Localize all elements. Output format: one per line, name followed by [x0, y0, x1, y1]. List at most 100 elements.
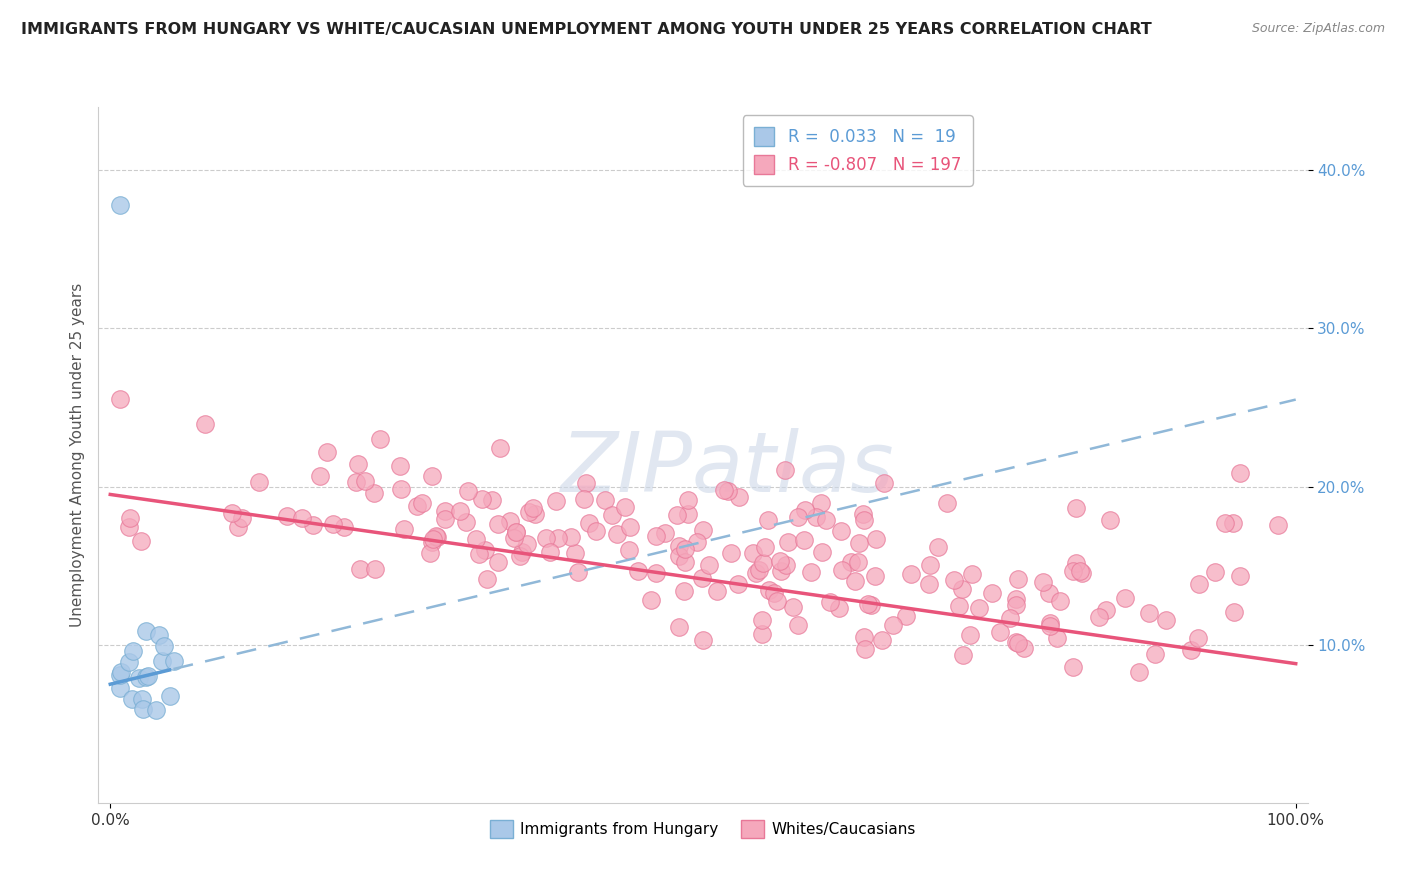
Point	[433, 504, 456, 518]
Point	[135, 670, 157, 684]
Point	[776, 535, 799, 549]
Point	[1095, 603, 1118, 617]
Point	[828, 601, 851, 615]
Point	[118, 511, 141, 525]
Text: Source: ZipAtlas.com: Source: ZipAtlas.com	[1251, 22, 1385, 36]
Point	[434, 512, 457, 526]
Point	[863, 568, 886, 582]
Point	[108, 198, 131, 212]
Point	[153, 639, 176, 653]
Point	[505, 524, 527, 539]
Point	[1071, 566, 1094, 580]
Point	[1187, 631, 1209, 645]
Point	[1012, 640, 1035, 655]
Point	[754, 541, 776, 555]
Point	[221, 506, 243, 520]
Point	[544, 494, 567, 508]
Point	[276, 508, 298, 523]
Point	[394, 522, 416, 536]
Point	[818, 594, 841, 608]
Point	[769, 565, 792, 579]
Point	[1062, 659, 1084, 673]
Point	[627, 564, 650, 578]
Point	[547, 531, 569, 545]
Point	[136, 669, 159, 683]
Point	[148, 628, 170, 642]
Point	[499, 514, 522, 528]
Point	[1114, 591, 1136, 605]
Point	[950, 582, 973, 596]
Point	[943, 573, 966, 587]
Point	[1222, 605, 1244, 619]
Point	[1046, 632, 1069, 646]
Point	[118, 656, 141, 670]
Point	[775, 558, 797, 572]
Point	[481, 492, 503, 507]
Point	[763, 586, 786, 600]
Point	[900, 567, 922, 582]
Point	[853, 630, 876, 644]
Point	[457, 483, 479, 498]
Point	[419, 546, 441, 560]
Point	[1204, 565, 1226, 579]
Point	[194, 417, 217, 431]
Point	[676, 492, 699, 507]
Point	[152, 654, 174, 668]
Point	[870, 632, 893, 647]
Point	[315, 445, 337, 459]
Point	[728, 490, 751, 504]
Point	[477, 572, 499, 586]
Point	[751, 626, 773, 640]
Point	[1180, 642, 1202, 657]
Point	[1213, 516, 1236, 530]
Point	[959, 628, 981, 642]
Point	[108, 681, 131, 696]
Point	[640, 593, 662, 607]
Point	[936, 495, 959, 509]
Point	[800, 566, 823, 580]
Point	[454, 515, 477, 529]
Point	[668, 620, 690, 634]
Point	[619, 542, 641, 557]
Point	[1222, 516, 1244, 530]
Point	[122, 644, 145, 658]
Point	[524, 508, 547, 522]
Point	[713, 483, 735, 497]
Point	[758, 582, 780, 597]
Point	[595, 492, 617, 507]
Point	[349, 562, 371, 576]
Point	[952, 648, 974, 662]
Point	[988, 625, 1011, 640]
Point	[804, 510, 827, 524]
Point	[322, 517, 344, 532]
Point	[1188, 577, 1211, 591]
Point	[1049, 594, 1071, 608]
Point	[748, 563, 770, 577]
Point	[1000, 611, 1022, 625]
Point	[741, 546, 763, 560]
Point	[128, 672, 150, 686]
Point	[600, 508, 623, 522]
Point	[510, 545, 533, 559]
Point	[858, 597, 880, 611]
Point	[769, 554, 792, 568]
Point	[516, 537, 538, 551]
Point	[1137, 606, 1160, 620]
Point	[831, 563, 853, 577]
Point	[1154, 613, 1177, 627]
Point	[830, 524, 852, 538]
Point	[672, 584, 695, 599]
Legend: Immigrants from Hungary, Whites/Caucasians: Immigrants from Hungary, Whites/Caucasia…	[484, 814, 922, 844]
Point	[1087, 610, 1109, 624]
Point	[673, 542, 696, 557]
Point	[488, 442, 510, 456]
Point	[131, 691, 153, 706]
Point	[841, 556, 863, 570]
Text: ZIPatlas: ZIPatlas	[561, 428, 894, 509]
Point	[756, 512, 779, 526]
Point	[859, 598, 882, 612]
Point	[1005, 598, 1028, 612]
Point	[692, 523, 714, 537]
Point	[309, 469, 332, 483]
Point	[846, 555, 869, 569]
